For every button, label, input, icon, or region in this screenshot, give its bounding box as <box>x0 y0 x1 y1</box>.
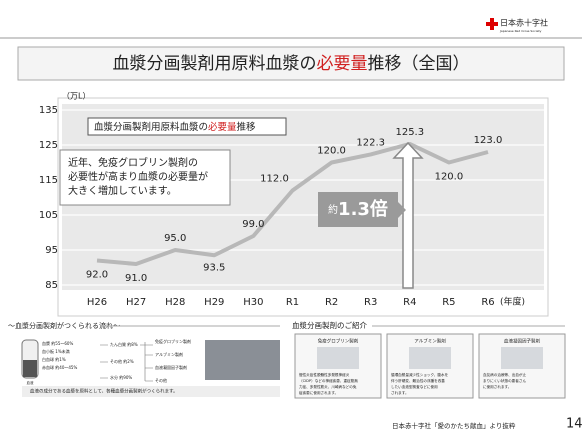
x-tick-label: R2 <box>325 297 338 308</box>
flow-step: 水分 約90% <box>110 374 132 380</box>
y-tick-label: 105 <box>39 210 58 221</box>
x-tick-label: R1 <box>286 297 299 308</box>
callout-box <box>318 192 398 227</box>
product-photo <box>409 347 451 369</box>
value-label: 93.5 <box>203 262 225 273</box>
callout-pointer <box>398 202 406 218</box>
flow-part: 血小板 1%未満 <box>42 348 70 354</box>
data-line <box>96 141 489 266</box>
source: 日本赤十字社「愛のかたち献血」より抜粋 <box>392 421 516 430</box>
flow-product: 免疫グロブリン製剤 <box>155 338 191 344</box>
flow-connectors <box>100 342 153 382</box>
flow-part: 血漿 約55～60% <box>42 340 73 346</box>
logo-cross-h <box>486 22 498 26</box>
title-box <box>17 46 565 81</box>
product-desc: 伴う肝硬変、難治性の浮腫を改善 <box>391 378 445 383</box>
logo-text: 日本赤十字社 <box>500 18 548 28</box>
tube-cells <box>23 360 37 377</box>
y-tick-label: 85 <box>45 280 58 291</box>
product-desc: （CIDP）などの神経疾患、重症筋無 <box>299 378 358 383</box>
title-part: 推移（全国） <box>368 54 470 74</box>
product-name: アルブミン製剤 <box>414 338 446 345</box>
flow-note: 血液の成分である血漿を原料として、各種血漿分画製剤がつくられます。 <box>30 388 178 395</box>
x-unit: (年度) <box>500 296 525 308</box>
value-label: 122.3 <box>356 137 385 148</box>
flow-part: 赤血球 約40～45% <box>42 364 77 370</box>
value-label: 123.0 <box>474 135 503 146</box>
product-name: 血液凝固因子製剤 <box>504 338 540 345</box>
chart-title: 血漿分画製剤用原料血漿の必要量推移 <box>94 121 256 133</box>
product-desc: に使用されます。 <box>483 384 511 389</box>
flow-product: その他 <box>155 377 167 383</box>
flow-step: たん白質 約8% <box>110 341 138 347</box>
chart-title-part: 推移 <box>237 121 257 133</box>
logo-sub: Japanese Red Cross Society <box>499 29 542 33</box>
product-name: 免疫グロブリン製剤 <box>318 338 359 345</box>
y-tick-label: 125 <box>39 140 58 151</box>
flow-part: 白血球 約1% <box>42 356 66 362</box>
value-label: 92.0 <box>86 270 108 281</box>
title-part: 血漿分画製剤用原料血漿の <box>113 54 317 74</box>
y-tick-label: 115 <box>39 175 58 186</box>
y-tick-label: 95 <box>45 245 58 256</box>
product-desc: 疫疾患に使用されます。 <box>299 390 338 395</box>
annotation: 近年、免疫グロブリン製剤の <box>68 156 198 169</box>
x-tick-label: H29 <box>204 297 224 308</box>
flow-step: その他 約2% <box>110 358 134 364</box>
product-photo <box>317 347 359 369</box>
product-desc: 慢性炎症性脱髄性多発根神経炎 <box>299 372 350 377</box>
value-label: 99.0 <box>242 219 264 230</box>
callout-value: 1.3倍 <box>338 198 388 220</box>
chart-title-box <box>87 117 287 136</box>
value-label: 120.0 <box>435 172 464 183</box>
increase-arrow <box>392 141 424 289</box>
value-label: 91.0 <box>125 273 147 284</box>
x-tick-label: R3 <box>364 297 377 308</box>
annotation: 必要性が高まり血漿の必要量が <box>68 170 208 183</box>
value-label: 112.0 <box>260 174 289 185</box>
product-desc: 循環血漿量減少性ショック、腹水を <box>391 372 449 377</box>
y-tick-label: 135 <box>39 105 58 116</box>
product-desc: 血友病の治療等、出血が止 <box>483 372 527 377</box>
flow-title: ～血漿分画製剤がつくられる流れ～ <box>8 321 120 330</box>
value-label: 95.0 <box>164 233 186 244</box>
title-part: 必要量 <box>317 54 368 74</box>
y-axis-label: （万L） <box>62 92 90 101</box>
flow-product: アルブミン製剤 <box>155 351 183 357</box>
x-tick-label: H28 <box>165 297 185 308</box>
flow-product: 血液凝固因子製剤 <box>155 364 187 370</box>
factory-photo <box>205 340 280 380</box>
x-tick-label: H27 <box>126 297 146 308</box>
slide-title: 血漿分画製剤用原料血漿の必要量推移（全国） <box>113 54 470 74</box>
flow-base: 血液 <box>27 380 34 385</box>
product-desc: したい血液型検査などに使用 <box>391 384 438 389</box>
product-desc: されます。 <box>391 390 409 395</box>
annotation-box <box>59 149 231 206</box>
x-tick-label: R4 <box>403 297 416 308</box>
page-number: 14 <box>566 417 582 432</box>
x-tick-label: R6 <box>481 297 494 308</box>
callout: 約1.3倍 <box>328 198 388 220</box>
product-photo <box>501 347 543 369</box>
flow-note-box <box>22 386 280 397</box>
chart-title-part: 必要量 <box>208 121 237 133</box>
value-label: 125.3 <box>395 127 424 138</box>
products-title: 血漿分画製剤のご紹介 <box>292 320 367 330</box>
chart-title-part: 血漿分画製剤用原料血漿の <box>94 121 208 133</box>
x-tick-label: R5 <box>442 297 455 308</box>
x-tick-label: H30 <box>243 297 263 308</box>
product-desc: 力症、多発性筋炎、川崎病などの免 <box>299 384 357 389</box>
callout-prefix: 約 <box>328 203 338 216</box>
product-desc: まりにくい状態の患者さん <box>483 378 526 383</box>
annotation: 大きく増加しています。 <box>68 184 177 197</box>
value-label: 120.0 <box>317 146 346 157</box>
x-tick-label: H26 <box>87 297 107 308</box>
